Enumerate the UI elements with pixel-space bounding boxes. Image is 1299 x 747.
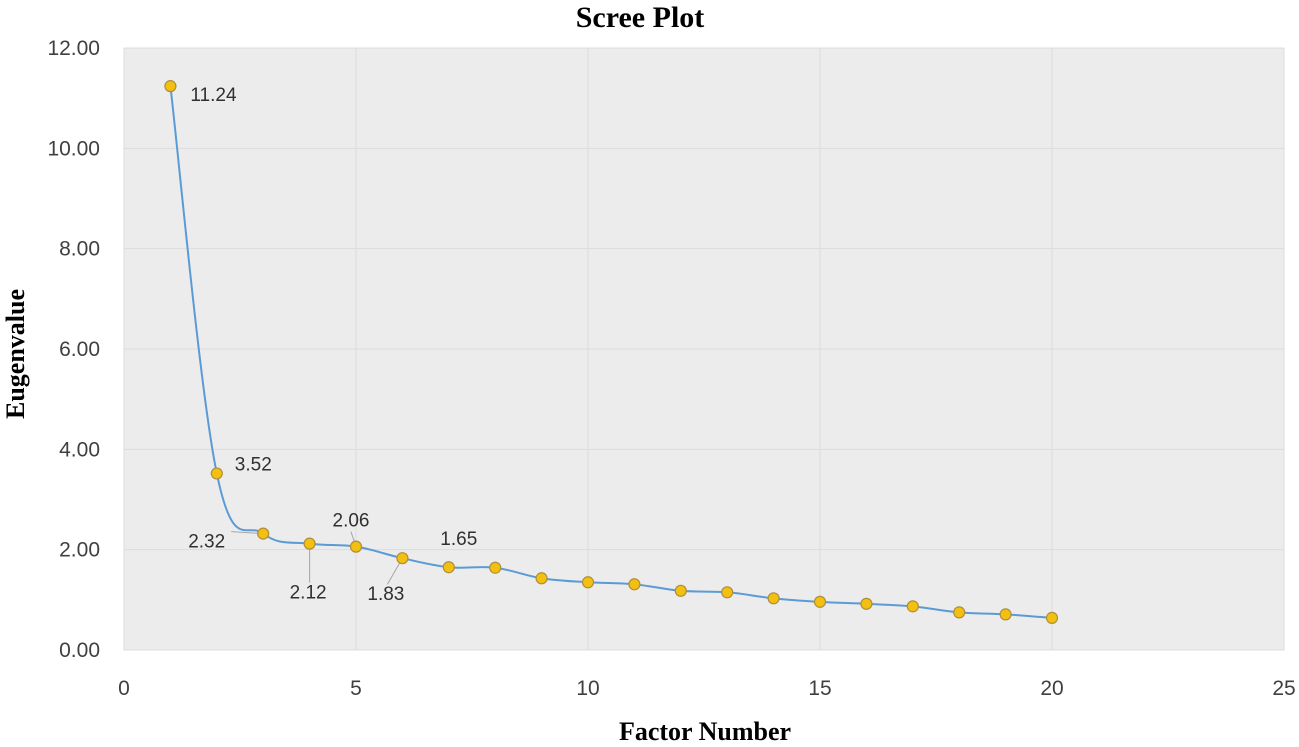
data-point xyxy=(489,561,502,574)
data-points xyxy=(164,80,1059,624)
x-tick-label: 15 xyxy=(808,677,831,700)
data-point xyxy=(1045,611,1059,624)
axis-ticks: 0.00 2.00 4.00 6.00 8.00 10.00 12.00 0 5 10 15 20 25 xyxy=(47,37,1295,700)
y-tick-label: 0.00 xyxy=(59,639,100,662)
chart-title: Scree Plot xyxy=(576,1,705,34)
data-point xyxy=(257,527,270,540)
data-point xyxy=(721,586,734,599)
data-labels: 11.24 3.52 2.32 2.12 2.06 1.83 1.65 xyxy=(188,85,477,605)
data-point xyxy=(628,578,641,591)
data-label: 1.65 xyxy=(440,529,477,550)
x-tick-label: 10 xyxy=(576,677,599,700)
data-point xyxy=(999,608,1012,621)
data-point xyxy=(581,576,595,589)
data-point xyxy=(442,561,455,574)
data-point xyxy=(674,584,687,597)
data-point xyxy=(906,600,919,613)
data-label: 2.12 xyxy=(290,583,327,604)
x-tick-label: 0 xyxy=(118,677,130,700)
x-tick-label: 20 xyxy=(1040,677,1063,700)
data-label: 11.24 xyxy=(190,85,237,106)
y-axis-title: Eugenvalue xyxy=(1,289,30,419)
data-point xyxy=(349,540,363,553)
x-axis-title: Factor Number xyxy=(619,717,791,746)
y-tick-label: 10.00 xyxy=(47,137,100,160)
y-tick-label: 12.00 xyxy=(47,37,100,60)
x-tick-label: 5 xyxy=(350,677,362,700)
y-tick-label: 6.00 xyxy=(59,338,100,361)
y-tick-label: 2.00 xyxy=(59,539,100,562)
y-tick-label: 4.00 xyxy=(59,438,100,461)
data-point xyxy=(860,597,873,610)
data-point xyxy=(767,592,780,605)
gridlines xyxy=(123,47,1285,651)
data-label: 1.83 xyxy=(367,584,404,605)
data-label: 2.32 xyxy=(188,532,225,553)
data-point xyxy=(396,552,409,565)
x-tick-label: 25 xyxy=(1272,677,1295,700)
data-label: 3.52 xyxy=(235,454,272,475)
y-tick-label: 8.00 xyxy=(59,238,100,261)
data-label: 2.06 xyxy=(333,511,370,532)
data-point xyxy=(953,606,966,619)
data-point xyxy=(813,595,827,608)
data-point xyxy=(535,572,548,585)
data-point xyxy=(210,467,223,480)
data-point xyxy=(164,80,177,93)
data-point xyxy=(303,537,316,550)
